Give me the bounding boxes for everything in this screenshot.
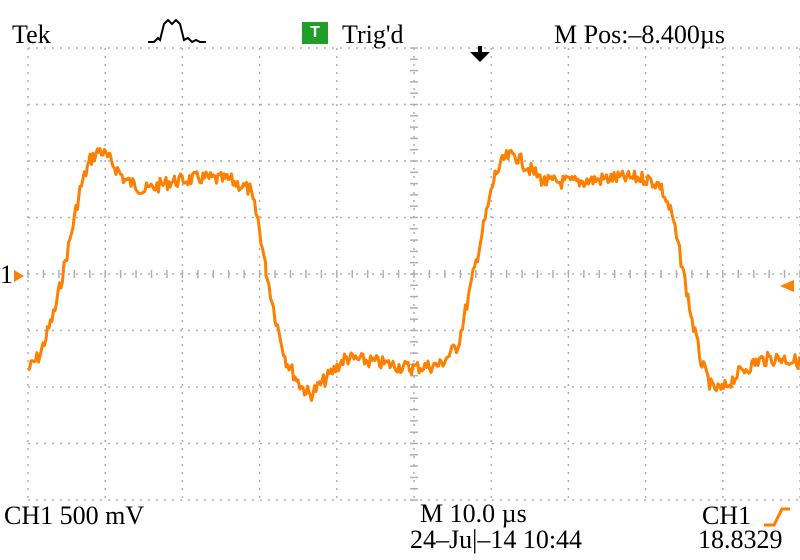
brand-label: Tek <box>12 20 51 49</box>
trigger-arrow-down-icon <box>470 52 490 62</box>
timebase: M 10.0 µs <box>420 499 527 528</box>
readout-bar: CH1 500 mV M 10.0 µs 24–Ju|–14 10:44 CH1… <box>0 495 800 560</box>
channel-ground-arrow-icon <box>14 270 24 282</box>
channel-ground-label: 1 <box>0 260 13 289</box>
trigger-arrow-stem <box>478 46 482 54</box>
trigger-status: Trig'd <box>342 20 404 49</box>
datetime: 24–Ju|–14 10:44 <box>410 525 583 554</box>
ch1-scale: CH1 500 mV <box>4 501 145 530</box>
trigger-level-arrow-icon <box>780 280 794 292</box>
frequency: 18.8329 <box>698 525 783 554</box>
trigger-source: CH1 <box>702 501 752 530</box>
ch1-trace <box>27 147 800 402</box>
status-bar: Tek T Trig'd M Pos:–8.400µs <box>0 0 800 48</box>
graticule-grid <box>27 47 800 501</box>
trigger-badge: T <box>302 22 328 44</box>
horizontal-position: M Pos:–8.400µs <box>554 20 726 49</box>
